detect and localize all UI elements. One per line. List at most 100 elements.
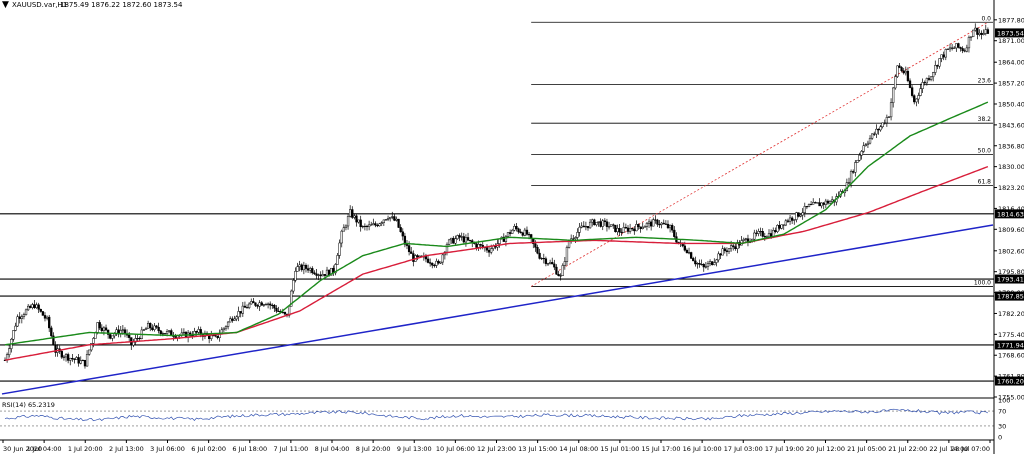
candle-body bbox=[852, 171, 855, 173]
candle-body bbox=[711, 261, 714, 265]
candle-body bbox=[264, 304, 268, 306]
candle-body bbox=[904, 70, 907, 74]
candle-body bbox=[250, 301, 253, 305]
candle-body bbox=[860, 151, 863, 156]
candle-body bbox=[458, 235, 461, 238]
candle-body bbox=[353, 215, 356, 218]
candle-body bbox=[12, 330, 15, 340]
rsi-tick-label: 100 bbox=[998, 397, 1010, 405]
candle-body bbox=[755, 232, 758, 234]
time-tick-label: 20 Jul 12:00 bbox=[806, 445, 845, 453]
candle-body bbox=[498, 238, 501, 244]
candle-body bbox=[864, 144, 867, 146]
dropdown-arrow-icon[interactable]: ▼ bbox=[2, 0, 9, 10]
time-tick-label: 13 Jul 15:00 bbox=[518, 445, 557, 453]
candle-body bbox=[591, 219, 594, 223]
candle-body bbox=[90, 343, 93, 351]
candle-body bbox=[986, 29, 990, 34]
candle-body bbox=[805, 206, 809, 208]
candle-body bbox=[367, 224, 371, 227]
candle-body bbox=[683, 245, 686, 251]
moving-average-slow-line bbox=[4, 165, 989, 361]
price-tick-label: 1843.60 bbox=[998, 121, 1024, 129]
candle-body bbox=[753, 232, 756, 240]
candle-body bbox=[39, 309, 42, 312]
candle-body bbox=[584, 226, 588, 228]
candle-body bbox=[877, 128, 880, 131]
candle-body bbox=[98, 322, 101, 329]
candle-body bbox=[936, 65, 939, 67]
level-price-tag bbox=[995, 209, 1024, 219]
candle-body bbox=[847, 182, 851, 184]
candle-body bbox=[607, 226, 611, 228]
candle-body bbox=[365, 225, 369, 228]
candle-body bbox=[395, 218, 398, 221]
candle-body bbox=[915, 98, 918, 103]
candle-body bbox=[649, 221, 653, 227]
candle-body bbox=[102, 327, 106, 331]
price-tick-label: 1782.20 bbox=[998, 310, 1024, 318]
candle-body bbox=[504, 236, 508, 242]
candle-body bbox=[715, 259, 718, 263]
candle-body bbox=[727, 248, 731, 252]
candle-body bbox=[948, 47, 952, 50]
candle-body bbox=[441, 254, 444, 263]
level-price-label: 1787.85 bbox=[997, 293, 1024, 301]
time-tick-label: 22 Jul 14:00 bbox=[929, 445, 968, 453]
candle-body bbox=[397, 218, 400, 228]
candle-body bbox=[113, 333, 116, 337]
candle-body bbox=[563, 261, 567, 266]
rsi-title: RSI(14) 65.2319 bbox=[2, 401, 55, 409]
level-price-label: 1814.63 bbox=[997, 210, 1024, 218]
candle-body bbox=[586, 226, 590, 229]
candle-body bbox=[849, 171, 853, 184]
candle-body bbox=[637, 224, 640, 228]
candle-body bbox=[959, 47, 962, 49]
candle-body bbox=[664, 223, 668, 225]
candle-body bbox=[277, 310, 280, 312]
candle-body bbox=[48, 316, 51, 329]
candle-body bbox=[582, 225, 585, 228]
candle-body bbox=[826, 200, 830, 204]
candle-body bbox=[247, 303, 251, 308]
candle-body bbox=[525, 229, 529, 235]
candle-body bbox=[237, 311, 240, 318]
candle-body bbox=[919, 88, 922, 96]
candle-body bbox=[595, 222, 598, 226]
candle-body bbox=[620, 231, 623, 234]
candle-body bbox=[155, 325, 158, 328]
candle-body bbox=[534, 243, 537, 248]
candle-body bbox=[134, 338, 137, 343]
level-price-label: 1760.20 bbox=[997, 378, 1024, 386]
candle-body bbox=[14, 325, 17, 331]
candle-body bbox=[104, 327, 108, 331]
candle-body bbox=[69, 357, 72, 361]
candle-body bbox=[256, 305, 259, 307]
candle-body bbox=[967, 36, 971, 49]
candle-body bbox=[258, 302, 261, 307]
price-tick-label: 1802.60 bbox=[998, 247, 1024, 255]
candle-body bbox=[315, 273, 318, 276]
candle-body bbox=[210, 335, 213, 340]
candle-body bbox=[875, 128, 878, 135]
candle-body bbox=[892, 87, 895, 103]
candle-body bbox=[631, 228, 634, 230]
fib-level-label: 0.0 bbox=[981, 15, 991, 22]
candle-body bbox=[527, 234, 531, 236]
candle-body bbox=[929, 76, 933, 80]
level-price-tag bbox=[995, 274, 1024, 284]
candle-body bbox=[416, 255, 419, 258]
candle-body bbox=[698, 263, 701, 265]
candle-body bbox=[879, 126, 882, 131]
trendline[interactable] bbox=[1, 224, 994, 395]
candle-body bbox=[428, 262, 432, 264]
candle-body bbox=[668, 225, 672, 229]
candle-body bbox=[782, 224, 785, 226]
fib-level-label: 50.0 bbox=[978, 147, 992, 154]
price-tick-label: 1850.40 bbox=[998, 100, 1024, 108]
candle-body bbox=[149, 323, 152, 329]
candle-body bbox=[719, 253, 722, 256]
candle-body bbox=[900, 67, 903, 71]
level-price-label: 1793.41 bbox=[997, 276, 1024, 284]
